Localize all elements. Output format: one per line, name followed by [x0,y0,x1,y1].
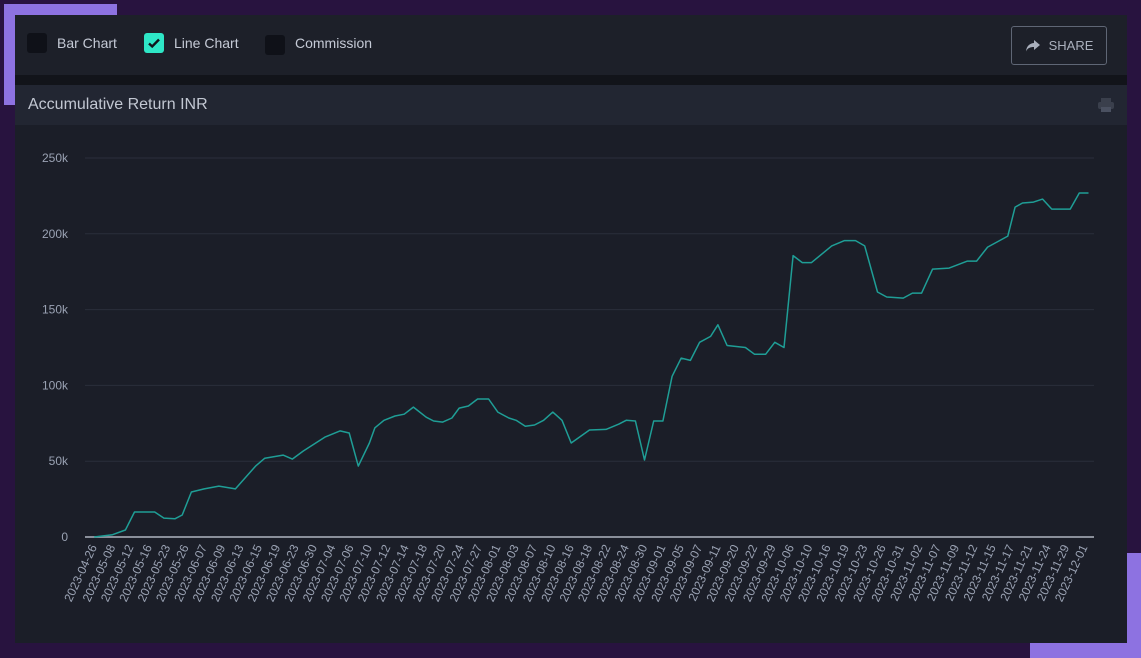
line-chart-checkbox[interactable]: Line Chart [144,33,239,53]
share-button[interactable]: SHARE [1011,26,1107,65]
bar-chart-checkbox[interactable]: Bar Chart [27,33,117,53]
series-line [94,192,1089,538]
chart-title: Accumulative Return INR [28,96,208,113]
checkbox-box[interactable] [265,35,285,55]
share-label: SHARE [1048,38,1094,53]
chart-panel: Bar Chart Line Chart Commission SHARE Ac… [15,15,1127,643]
line-chart-label: Line Chart [174,35,239,51]
print-icon[interactable] [1097,97,1115,113]
checkbox-box[interactable] [27,33,47,53]
checkbox-box[interactable] [144,33,164,53]
y-tick-label: 100k [42,378,69,392]
divider [15,75,1127,85]
y-tick-label: 150k [42,303,69,317]
chart-toolbar: Bar Chart Line Chart Commission SHARE [15,15,1127,75]
y-tick-label: 200k [42,227,69,241]
chart-header: Accumulative Return INR [15,85,1127,125]
bar-chart-label: Bar Chart [57,35,117,51]
commission-label: Commission [295,35,373,51]
share-arrow-icon [1025,39,1040,51]
line-chart: 050k100k150k200k250k2023-04-262023-05-08… [42,151,1094,604]
commission-checkbox[interactable]: Commission [265,31,372,55]
y-tick-label: 0 [61,530,68,544]
y-tick-label: 250k [42,151,69,165]
check-icon [148,38,160,49]
y-tick-label: 50k [49,454,69,468]
